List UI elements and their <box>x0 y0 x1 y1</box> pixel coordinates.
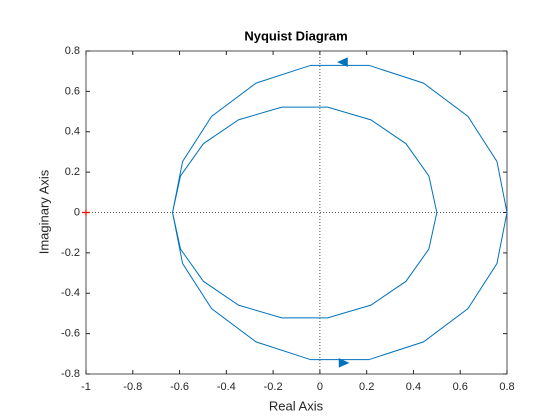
direction-arrow <box>338 358 350 368</box>
x-tick-label: -0.6 <box>170 381 189 393</box>
y-axis-label: Imaginary Axis <box>36 169 51 254</box>
x-axis-label: Real Axis <box>269 398 324 413</box>
chart-title: Nyquist Diagram <box>244 28 347 43</box>
x-tick-label: 0.2 <box>359 381 374 393</box>
x-tick-label: -0.2 <box>264 381 283 393</box>
y-tick-label: -0.8 <box>61 368 80 380</box>
y-tick-label: -0.4 <box>61 287 80 299</box>
y-tick-label: 0.2 <box>65 166 80 178</box>
y-tick-label: -0.2 <box>61 247 80 259</box>
y-tick-label: 0.8 <box>65 45 80 57</box>
y-tick-label: 0.6 <box>65 85 80 97</box>
x-tick-label: 0.8 <box>499 381 514 393</box>
x-tick-label: 0 <box>317 381 323 393</box>
x-tick-label: 0.6 <box>453 381 468 393</box>
y-tick-label: 0.4 <box>65 126 80 138</box>
y-tick-label: -0.6 <box>61 328 80 340</box>
x-tick-label: -1 <box>81 381 91 393</box>
critical-point <box>82 209 90 216</box>
x-tick-label: 0.4 <box>406 381 421 393</box>
x-tick-label: -0.4 <box>217 381 236 393</box>
direction-arrow <box>337 57 348 67</box>
nyquist-curve <box>172 64 508 361</box>
y-tick-label: 0 <box>74 206 80 218</box>
x-tick-label: -0.8 <box>123 381 142 393</box>
